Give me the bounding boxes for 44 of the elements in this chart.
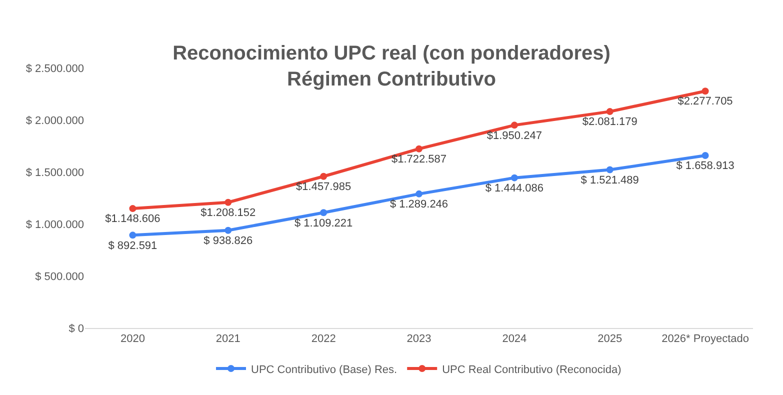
point	[702, 152, 709, 159]
point	[320, 172, 328, 180]
y-tick-label: $ 500.000	[35, 270, 84, 283]
data-label: $ 1.658.913	[676, 160, 734, 172]
data-label: $1.208.152	[200, 206, 256, 219]
chart-title: Reconocimiento UPC real (con ponderadores) Régimen Contributivo	[172, 42, 610, 90]
x-tick-label: 2026* Proyectado	[662, 333, 750, 346]
data-label: $2.081.179	[582, 116, 638, 128]
data-label: $ 1.289.246	[390, 198, 448, 211]
point	[606, 166, 614, 174]
x-tick-label: 2022	[311, 333, 336, 346]
data-label: $ 938.826	[204, 234, 253, 247]
point	[129, 205, 136, 212]
point	[416, 145, 422, 152]
point	[320, 209, 328, 216]
point	[416, 190, 422, 198]
point	[702, 88, 709, 95]
data-label: $1.457.985	[296, 180, 352, 193]
data-label: $1.722.587	[391, 153, 447, 166]
data-label: $ 892.591	[108, 240, 158, 252]
data-label: $1.950.247	[486, 130, 542, 142]
point	[224, 198, 232, 206]
data-label: $1.148.606	[105, 213, 160, 226]
data-label: $2.277.705	[678, 96, 733, 108]
data-label: $ 1.521.489	[580, 174, 639, 186]
x-tick-label: 2025	[598, 333, 622, 346]
y-tick-label: $ 2.500.000	[26, 62, 84, 75]
y-tick-label: $ 2.000.000	[26, 114, 84, 127]
legend-label: UPC Contributivo (Base) Res.	[251, 364, 398, 376]
y-tick-label: $ 0	[68, 322, 84, 335]
data-label: $ 1.109.221	[294, 217, 353, 230]
point	[129, 232, 136, 239]
data-label: $ 1.444.086	[485, 182, 544, 194]
x-tick-label: 2023	[406, 333, 432, 346]
y-tick-label: $ 1.500.000	[26, 166, 84, 179]
point	[606, 108, 614, 116]
point	[224, 226, 232, 234]
x-tick-label: 2021	[216, 333, 240, 346]
point	[510, 174, 518, 182]
x-tick-label: 2024	[502, 333, 527, 346]
point	[510, 122, 518, 129]
x-tick-label: 2020	[120, 333, 145, 346]
y-tick-label: $ 1.000.000	[26, 218, 84, 231]
legend-label: UPC Real Contributivo (Reconocida)	[442, 364, 622, 376]
